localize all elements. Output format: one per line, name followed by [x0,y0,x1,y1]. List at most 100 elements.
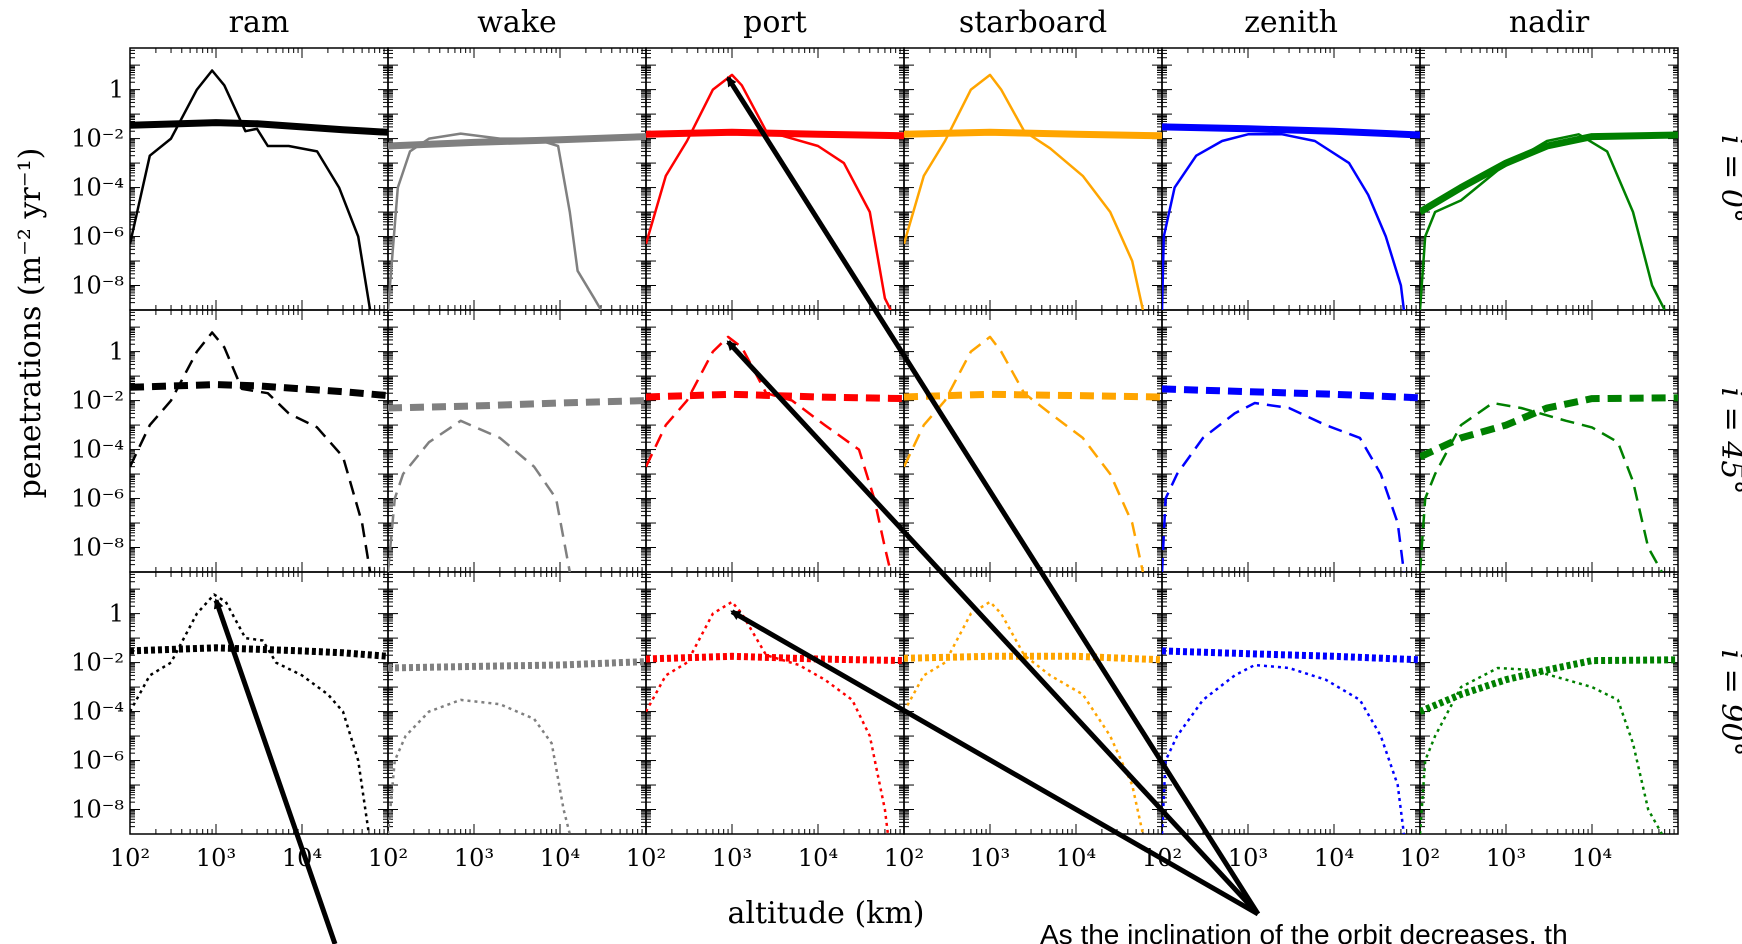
column-title-starboard: starboard [959,5,1107,40]
panel-grid: 110⁻²10⁻⁴10⁻⁶10⁻⁸110⁻²10⁻⁴10⁻⁶10⁻⁸110⁻²1… [71,47,1679,872]
series-line-thin [130,593,371,834]
panel-wake-row2: 10² 10³ 10⁴ [368,571,647,872]
panel-port-row1 [645,309,905,573]
x-axis-label: altitude (km) [727,896,924,931]
series-group [904,73,1162,310]
x-tick-label: 10³ [196,844,236,872]
y-tick-label: 10⁻⁸ [71,796,124,824]
y-tick-label: 10⁻⁴ [71,174,124,202]
series-line-thin [130,69,372,310]
series-line-thick [1420,394,1678,461]
panel-frame [1419,571,1679,835]
row-label-2: i = 90° [1714,650,1742,757]
y-tick-label: 10⁻² [71,387,124,415]
series-line-thick [1420,131,1678,216]
x-tick-label: 10⁴ [540,844,580,872]
y-tick-label: 10⁻⁴ [71,698,124,726]
panel-frame [387,309,647,573]
panel-zenith-row0 [1161,47,1421,311]
panel-frame [129,47,389,311]
y-tick-label: 10⁻² [71,125,124,153]
y-tick-label: 10⁻⁸ [71,272,124,300]
series-line-thin [388,419,572,572]
series-line-thick [1420,656,1678,715]
series-group [1420,394,1678,572]
series-group [1420,656,1678,834]
series-line-thin [646,335,892,572]
annotation-arrow [725,76,1261,916]
series-group [904,335,1162,572]
series-group [1420,131,1678,310]
series-line-thin [1162,133,1406,310]
y-tick-label: 10⁻⁸ [71,534,124,562]
row-label-1: i = 45° [1714,388,1742,495]
panel-ram-row1: 1 10⁻² 10⁻⁴ 10⁻⁶ 10⁻⁸ [71,309,389,573]
annotation-arrow [730,609,1260,917]
series-line-thick [904,128,1162,140]
x-tick-label: 10³ [1486,844,1526,872]
y-tick-label: 1 [109,600,124,628]
panel-port-row0 [645,47,905,311]
panel-nadir-row0 [1419,47,1679,311]
x-tick-label: 10³ [970,844,1010,872]
series-group [130,593,388,834]
series-line-thin [388,132,603,310]
x-tick-label: 10² [884,844,924,872]
panel-frame [1419,47,1679,311]
series-line-thick [130,644,388,660]
x-tick-label: 10⁴ [1314,844,1354,872]
panel-frame [1419,309,1679,573]
panel-frame [129,309,389,573]
column-titles: ram wake port starboard zenith nadir [229,5,1590,40]
x-tick-label: 10³ [454,844,494,872]
column-title-port: port [743,5,807,40]
series-line-thick [388,397,646,412]
series-line-thin [1420,133,1666,310]
series-line-thick [646,128,904,140]
panel-nadir-row2: 10² 10³ 10⁴ [1400,571,1679,872]
panel-frame [387,571,647,835]
series-line-thick [130,119,388,136]
series-group [646,335,904,572]
panel-wake-row0 [387,47,647,311]
x-tick-label: 10⁴ [1056,844,1096,872]
y-tick-label: 10⁻⁶ [71,747,124,775]
series-group [130,69,388,310]
x-tick-label: 10² [626,844,666,872]
x-tick-label: 10⁴ [1572,844,1612,872]
x-tick-label: 10² [1400,844,1440,872]
series-group [130,331,388,572]
panel-frame [129,571,389,835]
y-tick-label: 10⁻⁴ [71,436,124,464]
y-tick-label: 1 [109,76,124,104]
series-group [388,658,646,834]
panel-frame [903,309,1163,573]
annotation-arrows [213,76,1261,944]
panel-ram-row0: 1 10⁻² 10⁻⁴ 10⁻⁶ 10⁻⁸ [71,47,389,311]
series-line-thick [1162,385,1420,402]
panel-frame [645,571,905,835]
series-line-thin [1420,401,1663,572]
panel-wake-row1 [387,309,647,573]
annotation-text: As the inclination of the orbit decrease… [1040,919,1568,944]
series-line-thin [1162,401,1406,572]
x-tick-label: 10⁴ [798,844,838,872]
series-line-thin [1420,666,1663,834]
series-group [646,73,904,310]
series-group [1162,123,1420,310]
y-tick-label: 10⁻² [71,649,124,677]
x-tick-label: 10³ [1228,844,1268,872]
series-line-thick [1162,647,1420,664]
y-tick-label: 1 [109,338,124,366]
column-title-ram: ram [229,5,290,40]
row-labels: i = 0° i = 45° i = 90° [1714,135,1742,756]
x-tick-label: 10³ [712,844,752,872]
annotation-arrow [213,598,338,944]
series-group [1162,647,1420,834]
series-line-thin [904,600,1145,834]
panel-nadir-row1 [1419,309,1679,573]
series-line-thin [1162,663,1406,834]
series-group [1162,385,1420,572]
